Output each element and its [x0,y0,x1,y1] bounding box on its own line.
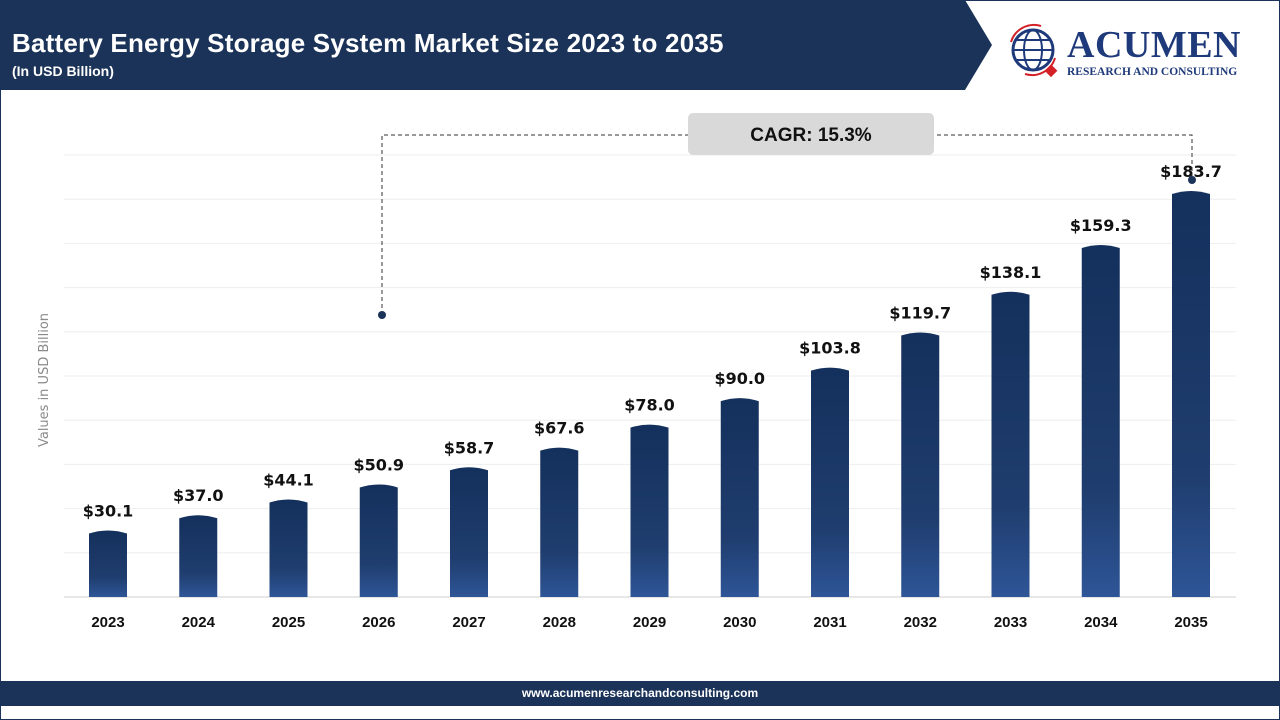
chart-subtitle: (In USD Billion) [12,63,114,79]
x-tick-label: 2027 [452,614,485,631]
x-tick-label: 2023 [91,614,124,631]
bar-2034 [1081,244,1120,597]
data-label: $50.9 [353,456,404,475]
bar-2035 [1172,191,1210,597]
x-tick-label: 2026 [362,614,395,631]
bar-2033 [991,291,1030,597]
logo-brand: ACUMEN [1067,24,1241,66]
bar-2028 [540,447,579,597]
x-tick-label: 2025 [272,614,305,631]
bar-2031 [811,367,849,597]
x-tick-label: 2029 [633,614,666,631]
x-tick-label: 2032 [904,614,937,631]
acumen-logo: ACUMEN RESEARCH AND CONSULTING [1005,22,1265,82]
bar-2030 [720,398,759,597]
cagr-annotation: CAGR: 15.3% [378,113,1196,319]
x-tick-label: 2028 [543,614,576,631]
header: Battery Energy Storage System Market Siz… [0,0,1280,90]
data-label: $103.8 [799,339,861,358]
data-label: $119.7 [889,303,951,322]
bar-2032 [901,332,940,597]
bar-2026 [359,484,398,597]
data-label: $78.0 [624,396,675,415]
data-label: $90.0 [714,369,765,388]
data-label: $159.3 [1070,216,1132,235]
x-tick-label: 2024 [182,614,216,631]
cagr-label: CAGR: 15.3% [750,125,872,146]
globe-icon [1010,23,1058,78]
bar-2025 [269,499,308,597]
data-label: $37.0 [173,486,224,505]
x-tick-label: 2031 [813,614,846,631]
bar-2024 [179,515,218,597]
data-label: $67.6 [534,419,585,438]
header-banner [0,0,992,90]
data-label: $44.1 [263,471,314,490]
x-tick-label: 2034 [1084,614,1118,631]
x-tick-label: 2035 [1174,614,1207,631]
data-label: $58.7 [444,438,495,457]
bar-2027 [450,467,488,597]
data-label: $30.1 [83,501,134,520]
logo-tagline: RESEARCH AND CONSULTING [1067,66,1238,78]
footer-url: www.acumenresearchandconsulting.com [0,681,1280,706]
bar-2023 [89,530,127,597]
x-tick-label: 2033 [994,614,1027,631]
data-label: $138.1 [980,263,1042,282]
bar-2029 [630,424,669,597]
data-label: $183.7 [1160,162,1222,181]
chart-title: Battery Energy Storage System Market Siz… [12,28,724,58]
y-axis-label: Values in USD Billion [37,313,52,447]
x-tick-label: 2030 [723,614,756,631]
